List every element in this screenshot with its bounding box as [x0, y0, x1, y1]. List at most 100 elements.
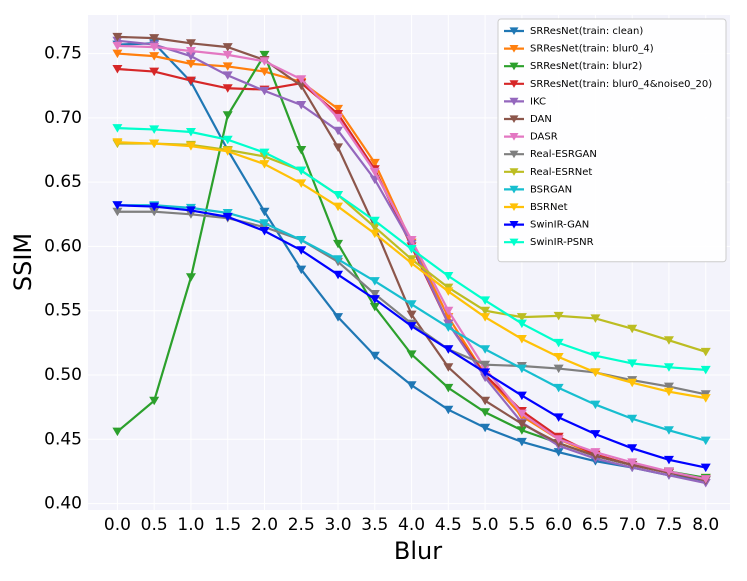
data-point	[443, 272, 454, 281]
x-tick-label: 6.0	[545, 515, 572, 535]
data-point	[406, 245, 417, 254]
data-point	[627, 378, 638, 388]
data-point	[185, 142, 196, 151]
data-point	[443, 405, 454, 415]
data-point	[369, 351, 380, 361]
data-point	[590, 368, 601, 377]
data-point	[222, 147, 233, 156]
data-point	[296, 75, 307, 84]
y-tick-label: 0.40	[44, 494, 82, 514]
x-tick-label: 8.0	[692, 515, 719, 535]
data-point	[112, 65, 123, 74]
data-point	[185, 52, 196, 61]
data-point	[222, 212, 233, 222]
data-point	[185, 59, 196, 69]
data-point	[222, 84, 233, 93]
data-point	[149, 43, 160, 52]
data-point	[149, 396, 160, 406]
legend-marker	[509, 203, 519, 212]
data-point	[296, 246, 307, 255]
data-point	[333, 143, 344, 152]
x-tick-label: 0.5	[141, 515, 168, 535]
x-tick-label: 5.0	[472, 515, 499, 535]
legend-marker	[509, 45, 519, 53]
data-point	[112, 49, 123, 59]
data-point	[259, 160, 270, 169]
data-point	[222, 71, 233, 80]
data-point	[259, 207, 270, 217]
data-point	[516, 319, 527, 329]
data-point	[553, 338, 564, 348]
legend-label: BSRGAN	[530, 184, 572, 195]
data-point	[516, 335, 527, 344]
data-point	[185, 273, 196, 282]
data-point	[406, 322, 417, 331]
data-point	[296, 146, 307, 155]
data-point	[700, 463, 711, 473]
data-point	[333, 313, 344, 322]
data-point	[553, 364, 564, 374]
y-tick-label: 0.50	[44, 365, 82, 385]
data-point	[333, 191, 344, 200]
data-point	[185, 76, 196, 86]
data-point	[333, 270, 344, 280]
x-tick-label: 6.5	[582, 515, 609, 535]
data-point	[406, 300, 417, 309]
legend-label: IKC	[530, 96, 546, 107]
data-point	[590, 430, 601, 439]
y-tick-label: 0.60	[44, 236, 82, 256]
data-point	[700, 436, 711, 446]
y-tick-label: 0.45	[44, 429, 82, 449]
x-tick-label: 7.5	[655, 515, 682, 535]
data-point	[627, 444, 638, 453]
data-point	[112, 427, 123, 437]
y-axis-label: SSIM	[9, 233, 37, 291]
data-point	[516, 409, 527, 419]
data-point	[443, 345, 454, 354]
legend-label: DASR	[530, 132, 558, 143]
data-point	[222, 50, 233, 60]
data-point	[663, 336, 674, 345]
data-point	[480, 368, 491, 377]
data-point	[185, 39, 196, 48]
data-point	[553, 311, 564, 321]
data-point	[296, 236, 307, 245]
data-point	[553, 383, 564, 393]
data-point	[259, 67, 270, 77]
y-tick-label: 0.65	[44, 172, 82, 192]
legend-label: SwinIR-GAN	[530, 220, 589, 231]
legend-marker	[509, 238, 519, 247]
data-point	[516, 364, 527, 374]
data-point	[663, 455, 674, 465]
data-point	[590, 314, 601, 323]
data-point	[296, 265, 307, 275]
data-point	[406, 259, 417, 268]
legend-marker	[509, 27, 519, 36]
legend-label: BSRNet	[530, 202, 568, 213]
data-point	[222, 43, 233, 52]
data-point	[149, 52, 160, 61]
legend-box	[497, 18, 727, 263]
data-point	[443, 287, 454, 296]
data-point	[516, 419, 527, 429]
legend-label: SRResNet(train: blur0_4)	[530, 44, 654, 55]
x-tick-label: 1.5	[214, 515, 241, 535]
data-point	[369, 290, 380, 299]
legend-marker	[509, 115, 519, 124]
data-point	[443, 306, 454, 316]
data-point	[259, 148, 270, 158]
data-point	[369, 302, 380, 312]
data-point	[185, 128, 196, 137]
data-point	[369, 216, 380, 226]
data-point	[516, 437, 527, 447]
data-point	[369, 295, 380, 304]
legend-marker	[509, 221, 519, 229]
data-point	[296, 179, 307, 188]
data-point	[333, 255, 344, 264]
data-point	[480, 306, 491, 316]
data-point	[369, 158, 380, 168]
legend-marker	[509, 185, 519, 194]
x-tick-label: 2.0	[251, 515, 278, 535]
legend-label: Real-ESRGAN	[530, 149, 597, 160]
